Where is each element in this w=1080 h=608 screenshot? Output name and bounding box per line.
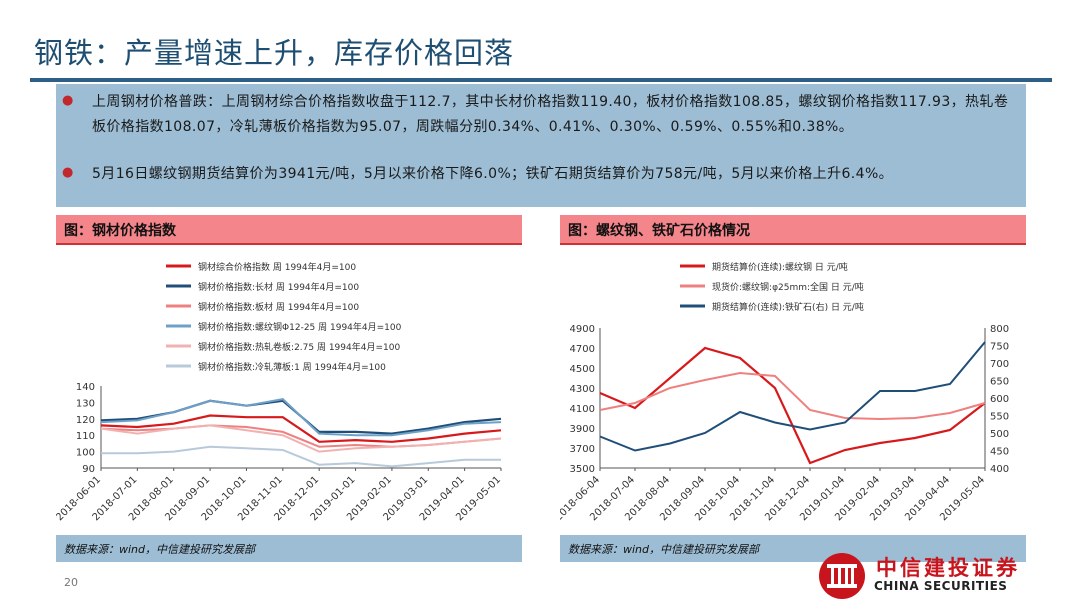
page-number: 20: [64, 576, 78, 589]
y-tick-label-right: 700: [990, 359, 1009, 370]
y-tick-label-left: 4300: [570, 384, 595, 395]
page-title: 钢铁：产量增速上升，库存价格回落: [34, 36, 515, 70]
y-tick-label: 130: [76, 398, 95, 409]
legend-label: 钢材价格指数:热轧卷板:2.75 周 1994年4月=100: [198, 341, 400, 353]
y-tick-label-right: 650: [990, 377, 1009, 388]
logo-text-cn: 中信建投证券: [876, 556, 1020, 580]
right-panel-header: 图：螺纹钢、铁矿石价格情况: [560, 215, 1026, 245]
legend-label: 现货价:螺纹钢:φ25mm:全国 日 元/吨: [712, 281, 864, 293]
title-rule: [30, 78, 1052, 82]
left-source-note: 数据来源：wind，中信建投研究发展部: [64, 543, 256, 556]
bullet-icon: ●: [62, 165, 74, 180]
bullet-text: 5月16日螺纹钢期货结算价为3941元/吨，5月以来价格下降6.0%；铁矿石期货…: [92, 166, 894, 182]
legend-label: 钢材价格指数:螺纹钢Φ12-25 周 1994年4月=100: [198, 321, 402, 333]
company-logo: 中信建投证券 CHINA SECURITIES: [816, 550, 1046, 604]
legend-label: 期货结算价(连续):铁矿石(右) 日 元/吨: [712, 301, 864, 313]
bullet-icon: ●: [62, 93, 74, 108]
series-line: [599, 341, 986, 452]
legend-label: 钢材价格指数:长材 周 1994年4月=100: [198, 281, 359, 293]
series-line: [100, 424, 502, 453]
y-tick-label-right: 450: [990, 447, 1009, 458]
left-panel-header: 图：钢材价格指数: [56, 215, 522, 245]
series-line: [100, 398, 502, 437]
y-tick-label-right: 550: [990, 412, 1009, 423]
y-tick-label: 140: [76, 382, 95, 393]
left-panel-title: 图：钢材价格指数: [64, 223, 176, 239]
y-tick-label-right: 500: [990, 429, 1009, 440]
series-line: [599, 371, 986, 421]
y-tick-label-left: 4500: [570, 364, 595, 375]
y-tick-label: 90: [82, 464, 95, 475]
steel-price-index-chart: 钢材综合价格指数 周 1994年4月=100 钢材价格指数:长材 周 1994年4…: [56, 261, 503, 523]
legend-label: 钢材价格指数:板材 周 1994年4月=100: [198, 301, 359, 313]
y-tick-label-right: 400: [990, 464, 1009, 475]
series-line: [100, 414, 502, 443]
left-panel-footer: 数据来源：wind，中信建投研究发展部: [56, 535, 522, 562]
logo-emblem-icon: [819, 553, 865, 599]
y-tick-label-right: 800: [990, 324, 1009, 335]
series-line: [101, 445, 501, 468]
legend-label: 钢材综合价格指数 周 1994年4月=100: [198, 261, 356, 273]
right-panel-title: 图：螺纹钢、铁矿石价格情况: [568, 223, 750, 239]
y-tick-label-left: 3500: [570, 464, 595, 475]
bullet-text: 上周钢材价格普跌：上周钢材综合价格指数收盘于112.7，其中长材价格指数119.…: [92, 94, 1009, 135]
logo-text-en: CHINA SECURITIES: [874, 579, 1008, 593]
summary-box: ● 上周钢材价格普跌：上周钢材综合价格指数收盘于112.7，其中长材价格指数11…: [56, 84, 1026, 207]
y-tick-label-left: 4100: [570, 404, 595, 415]
y-tick-label-right: 600: [990, 394, 1009, 405]
y-tick-label-right: 750: [990, 342, 1009, 353]
right-panel-footer: 数据来源：wind，中信建投研究发展部: [560, 535, 1026, 562]
y-tick-label-left: 4900: [570, 324, 595, 335]
y-tick-label: 110: [76, 431, 95, 442]
legend-label: 期货结算价(连续):螺纹钢 日 元/吨: [712, 261, 848, 273]
y-tick-label-left: 3700: [570, 444, 595, 455]
y-tick-label: 120: [76, 415, 95, 426]
y-tick-label: 100: [76, 448, 95, 459]
right-source-note: 数据来源：wind，中信建投研究发展部: [568, 543, 760, 556]
y-tick-label-left: 4700: [570, 344, 595, 355]
y-tick-label-left: 3900: [570, 424, 595, 435]
legend-label: 钢材价格指数:冷轧薄板:1 周 1994年4月=100: [198, 361, 386, 373]
